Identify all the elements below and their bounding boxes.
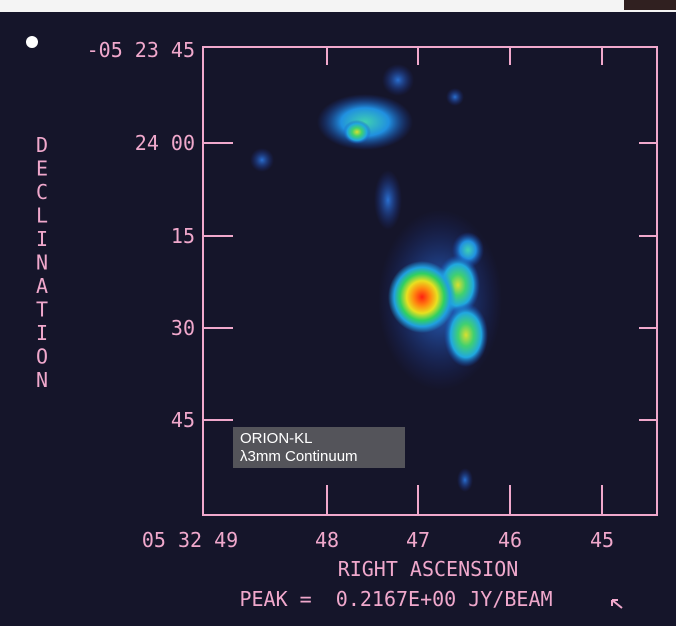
y-tick-label: 15 bbox=[171, 224, 195, 248]
y-tick-label: 30 bbox=[171, 316, 195, 340]
x-tick-label: 46 bbox=[498, 528, 522, 552]
corner-mark bbox=[624, 0, 676, 10]
y-tick-label: 45 bbox=[171, 408, 195, 432]
x-tick-label: 48 bbox=[315, 528, 339, 552]
x-tick-label: 05 32 49 bbox=[142, 528, 238, 552]
band-name: λ3mm Continuum bbox=[240, 448, 358, 465]
corner-arrow bbox=[612, 600, 622, 608]
figure-bullet bbox=[26, 36, 38, 48]
x-axis-title: RIGHT ASCENSION bbox=[338, 557, 519, 581]
x-tick-label: 45 bbox=[590, 528, 614, 552]
top-strip bbox=[0, 0, 676, 12]
object-name: ORION-KL bbox=[240, 430, 313, 447]
y-tick-label: 24 00 bbox=[135, 131, 195, 155]
peak-label: PEAK = 0.2167E+00 JY/BEAM bbox=[239, 587, 552, 611]
map-figure: -05 23 45 24 00 15 30 45 05 32 49 48 47 … bbox=[0, 0, 676, 626]
x-tick-label: 47 bbox=[406, 528, 430, 552]
page: -05 23 45 24 00 15 30 45 05 32 49 48 47 … bbox=[0, 0, 676, 626]
y-tick-label: -05 23 45 bbox=[87, 38, 195, 62]
